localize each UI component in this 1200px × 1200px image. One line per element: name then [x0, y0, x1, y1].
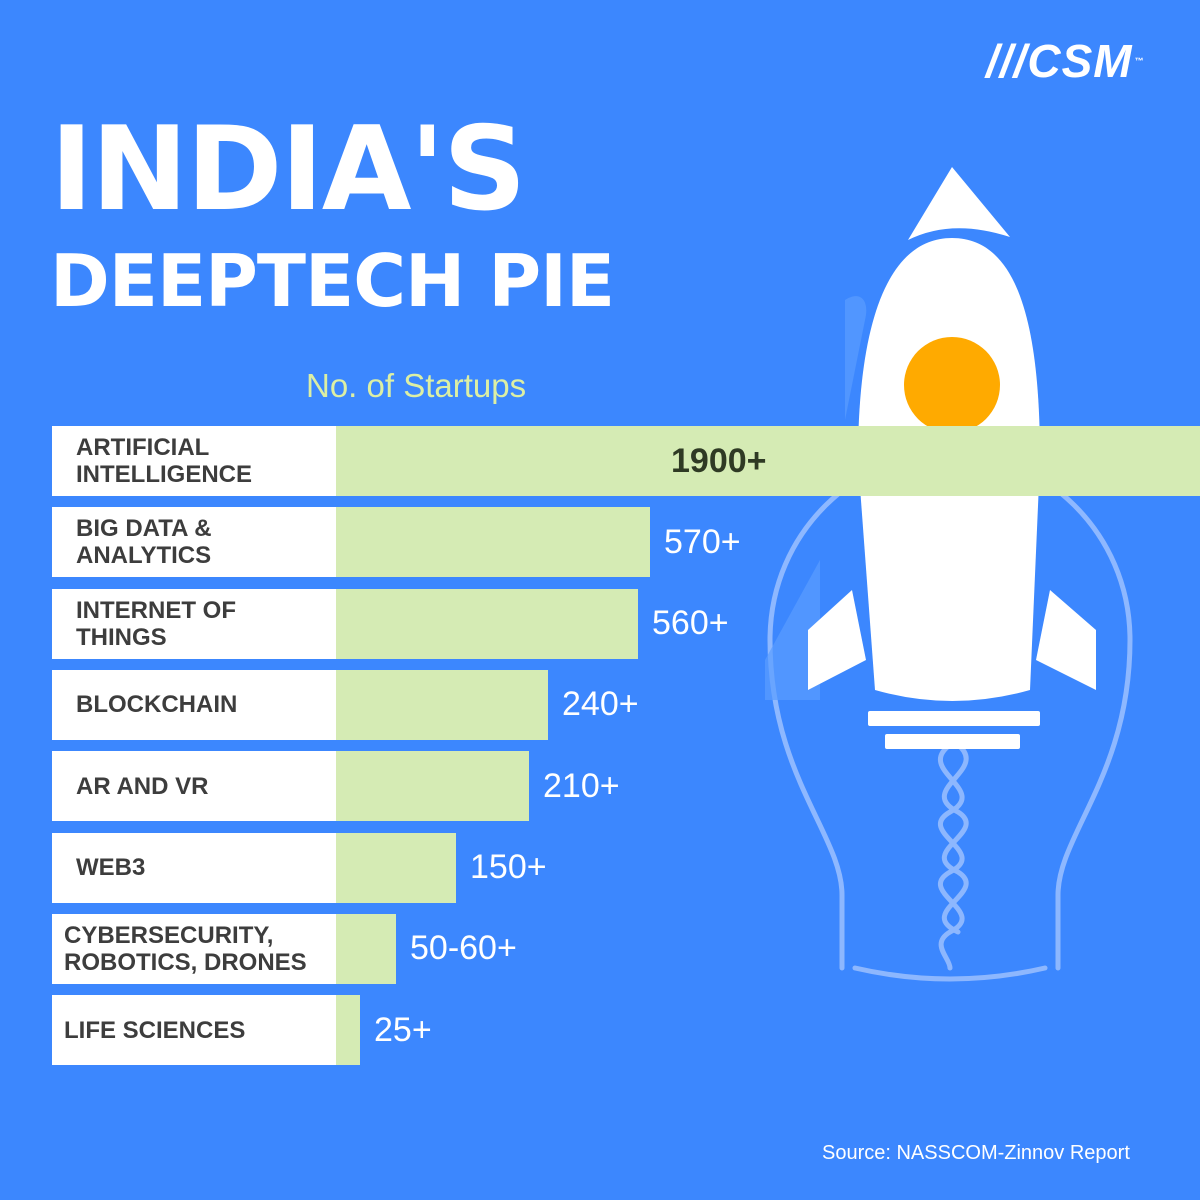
bar-value-label: 25+: [374, 1010, 432, 1049]
category-label: CYBERSECURITY, ROBOTICS, DRONES: [64, 921, 307, 976]
bar: [336, 995, 360, 1066]
bar-value-label: 50-60+: [410, 929, 517, 968]
category-label-box: INTERNET OF THINGS: [52, 588, 336, 659]
category-label-box: BLOCKCHAIN: [52, 669, 336, 740]
heading-line-2: DEEPTECH PIE: [50, 239, 615, 323]
category-label-box: CYBERSECURITY, ROBOTICS, DRONES: [52, 913, 336, 984]
category-label: AR AND VR: [76, 772, 209, 800]
category-label: BIG DATA & ANALYTICS: [76, 515, 212, 570]
category-label: BLOCKCHAIN: [76, 691, 238, 719]
category-label-box: LIFE SCIENCES: [52, 995, 336, 1066]
source-note: Source: NASSCOM-Zinnov Report: [822, 1142, 1130, 1164]
category-label: INTERNET OF THINGS: [76, 596, 236, 651]
bar: [336, 426, 1200, 496]
bar: [336, 913, 396, 984]
bar: [336, 832, 456, 903]
csm-logo: ///CSM ™: [986, 35, 1145, 87]
category-label: ARTIFICIAL INTELLIGENCE: [76, 434, 253, 488]
bar-value-label: 240+: [562, 685, 639, 724]
heading-line-1: INDIA'S: [50, 102, 527, 237]
bar: [336, 669, 548, 740]
category-label-box: WEB3: [52, 832, 336, 903]
bar-value-label: 210+: [543, 766, 620, 805]
chart-title: No. of Startups: [306, 367, 527, 404]
category-label-box: BIG DATA & ANALYTICS: [52, 507, 336, 578]
rocket-window: [904, 337, 1000, 433]
bar-value-label: 1900+: [671, 441, 767, 480]
bar: [336, 588, 638, 659]
category-label: WEB3: [76, 854, 146, 881]
category-label-box: ARTIFICIAL INTELLIGENCE: [52, 426, 336, 496]
bar: [336, 507, 650, 578]
category-label: LIFE SCIENCES: [64, 1016, 246, 1044]
rocket-shadow: [765, 296, 867, 700]
bar: [336, 751, 529, 822]
bar-value-label: 570+: [664, 522, 741, 561]
bar-value-label: 150+: [470, 848, 547, 886]
category-label-box: AR AND VR: [52, 751, 336, 822]
bar-value-label: 560+: [652, 604, 729, 643]
